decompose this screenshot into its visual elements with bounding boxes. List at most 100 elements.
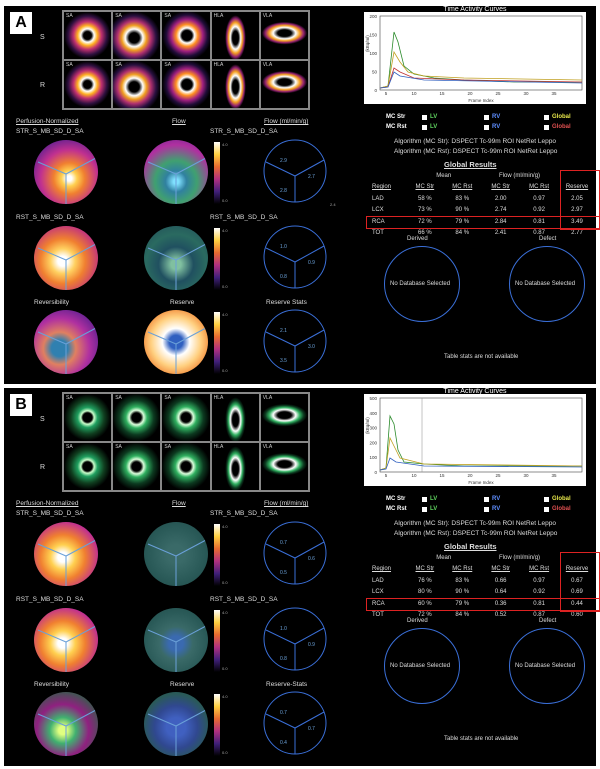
slice-tile[interactable]: SA [64,443,112,490]
slice-tile-label: VLA [262,444,273,450]
tac-ytick: 400 [369,411,377,416]
derived-label: Derived [407,618,428,624]
reserve-map[interactable] [144,692,208,756]
slice-tile[interactable]: SA [162,61,210,108]
tac-xtick: 5 [385,91,388,96]
map-segment-lines [147,625,207,672]
stress-flow-map[interactable] [144,140,208,204]
slice-tile[interactable]: HLA [211,12,259,59]
legend-checkbox[interactable] [544,115,549,120]
legend-checkbox[interactable] [484,497,489,502]
legend-checkbox[interactable] [422,497,427,502]
time-activity-chart[interactable]: 500 400 300 200 100 0 5 10 15 20 25 30 35 Frame Index… [364,394,586,486]
rest-perfusion-map[interactable] [34,608,98,672]
algorithm-rest: Algorithm (MC Rst): DSPECT Tc-99m ROI Ne… [394,530,558,537]
legend-checkbox[interactable] [544,497,549,502]
slice-tile[interactable]: VLA [260,12,308,59]
slice-tile[interactable]: SA [162,394,210,441]
color-scale-bar [214,524,220,586]
table-stats-note: Table stats are not available [444,354,519,360]
tac-xtick: 5 [385,473,388,478]
rest-perfusion-map[interactable] [34,226,98,290]
time-activity-chart[interactable]: 200 150 100 50 0 5 10 15 20 25 30 35 Frame Index (kBq… [364,12,586,104]
cell-mstr: 73 % [417,207,432,214]
global-results-title: Global Results [444,160,497,169]
rest-flow-map[interactable] [144,226,208,290]
col-mc_str: MC Str [415,566,435,573]
slice-tile[interactable]: HLA [211,394,259,441]
stress-flow-map[interactable] [144,522,208,586]
tot-highlight-box [366,598,600,611]
tac-xtick: 30 [523,91,529,96]
table-subheader-row: Region MC Str MC Rst MC Str MC Rst Reserve [370,564,596,576]
slice-tile[interactable]: VLA [260,394,308,441]
defect-label: Defect [539,236,557,242]
cell-mrst: 83 % [455,577,470,584]
color-scale-bar [214,312,220,374]
algorithm-stress: Algorithm (MC Str): DSPECT Tc-99m ROI Ne… [394,520,556,527]
legend-checkbox[interactable] [544,507,549,512]
cell-fstr: 2.84 [494,218,507,225]
slice-tile[interactable]: VLA [260,443,308,490]
slice-tile[interactable]: HLA [211,443,259,490]
cell-mrst: 84 % [455,612,470,619]
cell-fstr: 0.64 [494,589,507,596]
row-label-stress: S [40,416,45,423]
slice-tile[interactable]: SA [64,394,112,441]
slice-tile[interactable]: SA [162,443,210,490]
legend-rv: RV [492,114,501,120]
slice-tile[interactable]: SA [113,443,161,490]
no-database-text-1: No Database Selected [390,281,451,287]
slice-tile[interactable]: SA [113,394,161,441]
slice-tile-label: HLA [213,62,224,68]
rest-flow-map[interactable] [144,608,208,672]
reversibility-map[interactable] [34,692,98,756]
slice-tile[interactable]: SA [162,12,210,59]
legend-global: Global [552,114,571,120]
reversibility-map[interactable] [34,310,98,374]
scale-min-label: 0.0 [222,198,228,203]
legend-checkbox[interactable] [422,115,427,120]
reserve-map[interactable] [144,310,208,374]
flow-polar-plot: 1.0 0.9 0.8 [262,606,328,672]
color-scale-bar [214,694,220,756]
stress-perfusion-map[interactable] [34,140,98,204]
scale-min-label: 0.0 [222,368,228,373]
slice-tile[interactable]: SA [113,61,161,108]
slice-tile-label: VLA [262,395,273,401]
slice-tile[interactable]: SA [64,12,112,59]
table-header-row: Mean Flow (ml/min/g) [370,552,596,564]
legend-checkbox[interactable] [422,507,427,512]
stress-perfusion-map[interactable] [34,522,98,586]
legend-str-label: MC Str [386,496,406,502]
polar-ant-value: 0.7 [280,710,287,716]
global-results-title: Global Results [444,542,497,551]
cell-frst: 0.97 [533,195,545,202]
reversibility-header: Reversibility [34,681,70,688]
polar-inf-value: 0.4 [280,740,287,746]
slice-tile-label: SA [115,395,122,401]
legend-checkbox[interactable] [422,125,427,130]
cell-region: TOT [372,612,384,619]
cell-frst: 0.87 [533,612,545,619]
cell-mstr: 66 % [417,230,432,237]
slice-tile[interactable]: SA [113,12,161,59]
scale-max-label: 4.0 [222,694,228,699]
legend-checkbox[interactable] [484,115,489,120]
slice-tile[interactable]: VLA [260,61,308,108]
legend-checkbox[interactable] [544,125,549,130]
cell-res: 2.05 [571,195,583,202]
legend-rv: RV [492,506,501,512]
slice-tiles: SA SA SA HLA VLA SA SA SA HLA VLA [62,392,310,492]
col-flow_rst: MC Rst [529,566,550,573]
polar-plot-svg [263,691,327,755]
reserve-header: Reserve [170,299,195,306]
slice-tile[interactable]: SA [64,61,112,108]
table-row: TOT 66 % 84 % 2.41 0.87 2.77 [370,228,596,240]
cell-mrst: 79 % [455,600,470,607]
legend-checkbox[interactable] [484,507,489,512]
legend-checkbox[interactable] [484,125,489,130]
slice-tile[interactable]: HLA [211,61,259,108]
stress-series-label-2: STR_S_MB_SD_D_SA [210,128,278,135]
cell-region: LAD [372,577,384,584]
